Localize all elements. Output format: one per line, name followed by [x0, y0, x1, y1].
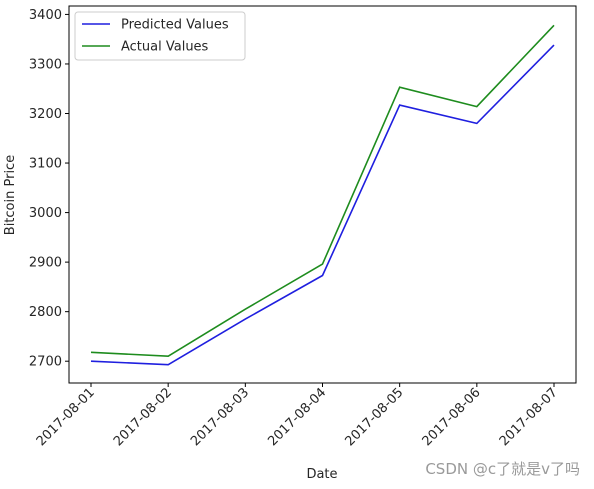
legend: Predicted Values Actual Values: [74, 11, 246, 61]
y-tick-label: 2700: [29, 355, 62, 370]
x-tick-label: 2017-08-05: [342, 385, 406, 449]
y-tick-label: 3000: [29, 206, 62, 221]
x-tick-label: 2017-08-02: [111, 385, 175, 449]
plot-area: [68, 5, 577, 384]
x-axis-label: Date: [306, 467, 337, 482]
y-tick-label: 3200: [29, 107, 62, 122]
x-axis: 2017-08-01 2017-08-02 2017-08-03 2017-08-04…: [34, 383, 561, 449]
x-tick-label: 2017-08-01: [34, 385, 98, 449]
y-tick-label: 3400: [29, 8, 62, 23]
series-line-predicted: [90, 44, 555, 366]
watermark: CSDN @c了就是v了吗: [425, 460, 580, 478]
x-tick-label: 2017-08-04: [265, 385, 329, 449]
x-tick-label: 2017-08-03: [188, 385, 252, 449]
y-axis: 2700 2800 2900 3000 3100 3200 3300 3400: [29, 8, 69, 370]
legend-label: Predicted Values: [121, 18, 229, 33]
legend-box: [74, 11, 246, 61]
series-lines: [90, 24, 555, 366]
y-tick-label: 2800: [29, 305, 62, 320]
y-tick-label: 3300: [29, 57, 62, 72]
y-tick-label: 2900: [29, 256, 62, 271]
x-tick-label: 2017-08-06: [420, 385, 484, 449]
y-tick-label: 3100: [29, 157, 62, 172]
y-axis-label: Bitcoin Price: [3, 155, 18, 235]
legend-label: Actual Values: [121, 40, 209, 55]
series-line-actual: [90, 24, 555, 358]
x-tick-label: 2017-08-07: [497, 385, 561, 449]
